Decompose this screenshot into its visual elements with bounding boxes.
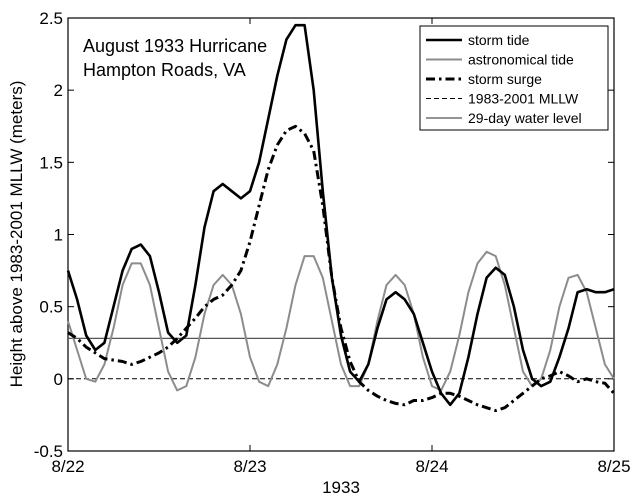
x-axis-label: 1933 <box>322 478 360 497</box>
y-axis-label: Height above 1983-2001 MLLW (meters) <box>7 81 26 388</box>
legend-label-storm-surge: storm surge <box>468 71 542 87</box>
series-line-storm-tide <box>66 23 615 407</box>
legend: storm tide astronomical tide storm surge 19… <box>419 25 609 131</box>
annotation-line-1: August 1933 Hurricane <box>83 36 267 56</box>
legend-label-storm-tide: storm tide <box>468 32 530 48</box>
y-tick-label: 2 <box>54 81 63 100</box>
legend-label-29-day-water-level: 29-day water level <box>468 110 582 126</box>
x-tick-label: 8/22 <box>51 457 84 476</box>
y-tick-label: -0.5 <box>34 442 63 461</box>
series-line-astronomical-tide <box>67 250 615 392</box>
y-tick-label: 1 <box>54 226 63 245</box>
legend-label-astronomical-tide: astronomical tide <box>468 52 574 68</box>
legend-label-1983-2001-mllw: 1983-2001 MLLW <box>468 91 579 107</box>
annotation-line-2: Hampton Roads, VA <box>83 60 246 80</box>
x-tick-label: 8/25 <box>597 457 630 476</box>
x-tick-label: 8/23 <box>233 457 266 476</box>
y-tick-label: 2.5 <box>39 9 63 28</box>
y-tick-label: 1.5 <box>39 153 63 172</box>
y-tick-label: 0.5 <box>39 298 63 317</box>
series-group <box>66 23 616 413</box>
x-tick-label: 8/24 <box>415 457 448 476</box>
y-tick-label: 0 <box>54 370 63 389</box>
